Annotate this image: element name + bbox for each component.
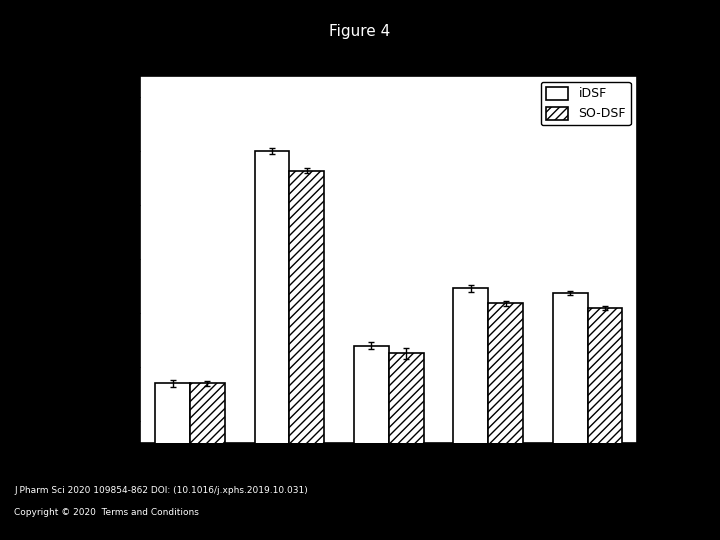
Text: J Pharm Sci 2020 109854-862 DOI: (10.1016/j.xphs.2019.10.031): J Pharm Sci 2020 109854-862 DOI: (10.101… <box>14 486 308 495</box>
Bar <box>553 293 588 540</box>
Bar <box>588 308 622 540</box>
Text: Figure 4: Figure 4 <box>329 24 391 39</box>
Text: Copyright © 2020  Terms and Conditions: Copyright © 2020 Terms and Conditions <box>14 508 199 517</box>
Bar <box>190 383 225 540</box>
Bar <box>289 171 324 540</box>
Bar <box>389 353 423 540</box>
Bar <box>156 383 190 540</box>
Y-axis label: Melting temperature, Tₘ [°C]: Melting temperature, Tₘ [°C] <box>99 168 112 350</box>
Legend: iDSF, SO-DSF: iDSF, SO-DSF <box>541 82 631 125</box>
Bar <box>454 288 488 540</box>
Bar <box>488 303 523 540</box>
Bar <box>354 346 389 540</box>
Bar <box>255 151 289 540</box>
